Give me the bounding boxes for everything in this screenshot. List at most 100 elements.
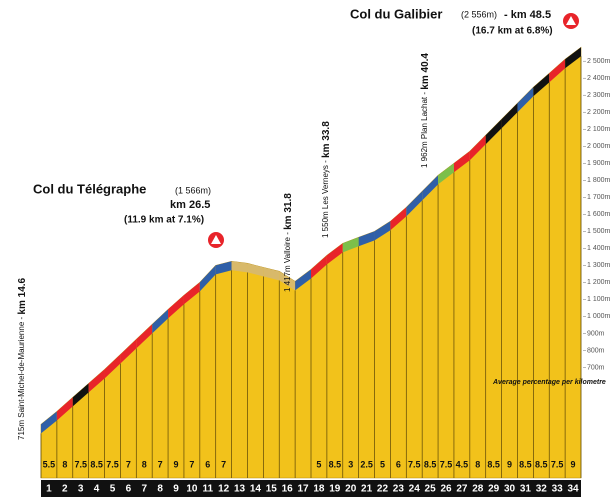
gradient-band [120,339,137,364]
y-tick-label: 1 100m [587,296,611,303]
km-label: 34 [567,484,579,495]
gradient-band [453,151,470,173]
y-tick-label: 1 700m [587,194,611,201]
gradient-band [56,397,73,421]
y-tick-label: 2 100m [587,126,611,133]
gradient-label: 7 [158,459,163,469]
y-tick-label: 800m [587,347,605,354]
gradient-label: 8 [62,459,67,469]
climb-stats: (11.9 km at 7.1%) [124,215,204,226]
km-label: 5 [110,484,116,495]
y-tick-label: 2 200m [587,109,611,116]
km-label: 12 [218,484,230,495]
gradient-band [41,411,57,434]
gradient-band [215,261,232,275]
km-label: 3 [78,484,84,495]
place-km: km 33.8 [321,121,332,158]
summit-altitude: (1 566m) [175,185,211,195]
gradient-label: 7 [221,459,226,469]
km-label: 2 [62,484,68,495]
km-strip [41,480,581,497]
y-tick-label: 2 400m [587,75,611,82]
summit-icon [563,13,579,29]
km-label: 4 [94,484,100,495]
km-label: 18 [313,484,325,495]
gradient-band [231,261,248,273]
gradient-band [263,267,280,281]
gradient-band [152,309,169,334]
summit-icon [208,232,224,248]
gradient-label: 9 [571,459,576,469]
gradient-band [517,87,534,113]
gradient-label: 8.5 [424,459,437,469]
gradient-band [358,231,375,247]
summit-name: Col du Galibier [350,6,442,21]
place: 1 417m Valloire - [283,232,292,292]
gradient-band [136,324,153,349]
gradient-band [549,59,566,83]
gradient-band [422,175,439,201]
y-tick-label: 1 600m [587,211,611,218]
summit-icon-peak [211,235,221,244]
km-label: 7 [141,484,147,495]
y-tick-label: 1 500m [587,228,611,235]
km-label: 30 [504,484,516,495]
y-tick-label: 1 300m [587,262,611,269]
gradient-band [279,271,296,291]
gradient-band [72,383,89,407]
gradient-band [485,119,502,145]
km-label: 20 [345,484,357,495]
y-tick-label: 1 400m [587,245,611,252]
km-label: 11 [202,484,213,495]
y-tick-label: 2 300m [587,92,611,99]
gradient-label: 7.5 [74,459,87,469]
km-label: 6 [126,484,132,495]
place-km: km 40.4 [420,53,431,90]
km-label: 23 [393,484,405,495]
gradient-label: 9 [507,459,512,469]
km-label: 28 [472,484,484,495]
gradient-band [168,295,184,319]
km-label: 15 [266,484,278,495]
y-tick-label: 1 000m [587,313,611,320]
km-label: 31 [520,484,532,495]
km-label: 17 [297,484,309,495]
km-label: 9 [173,484,179,495]
gradient-band [469,135,486,161]
km-label: 1 [46,484,52,495]
gradient-band [374,221,391,241]
gradient-label: 5 [316,459,321,469]
gradient-band [104,354,121,379]
gradient-band [565,47,581,69]
y-tick-label: 2 000m [587,143,611,150]
km-label: 14 [250,484,262,495]
place-label: 1 550m Les Verneys - km 33.8 [321,121,332,238]
gradient-label: 6 [205,459,210,469]
gradient-label: 8.5 [519,459,532,469]
gradient-band [88,369,105,393]
gradient-label: 5 [380,459,385,469]
summit-name: Col du Télégraphe [33,181,146,196]
km-label: 33 [552,484,564,495]
km-label: 26 [440,484,452,495]
km-label: 13 [234,484,246,495]
place: 1 962m Plan Lachat - [420,92,429,168]
gradient-band [533,73,550,97]
gradient-band [326,243,343,265]
km-label: 22 [377,484,389,495]
gradient-label: 7.5 [408,459,421,469]
place-km: km 14.6 [17,277,28,314]
climb-stats: (16.7 km at 6.8%) [472,26,553,37]
gradient-label: 5.5 [43,459,56,469]
summit-icon-peak [566,16,576,25]
km-label: 19 [329,484,341,495]
gradient-label: 8.5 [487,459,500,469]
gradient-label: 8 [475,459,480,469]
km-label: 32 [536,484,548,495]
km-label: 10 [186,484,198,495]
gradient-label: 2.5 [360,459,373,469]
gradient-label: 4.5 [456,459,469,469]
place-km: km 31.8 [283,193,294,230]
